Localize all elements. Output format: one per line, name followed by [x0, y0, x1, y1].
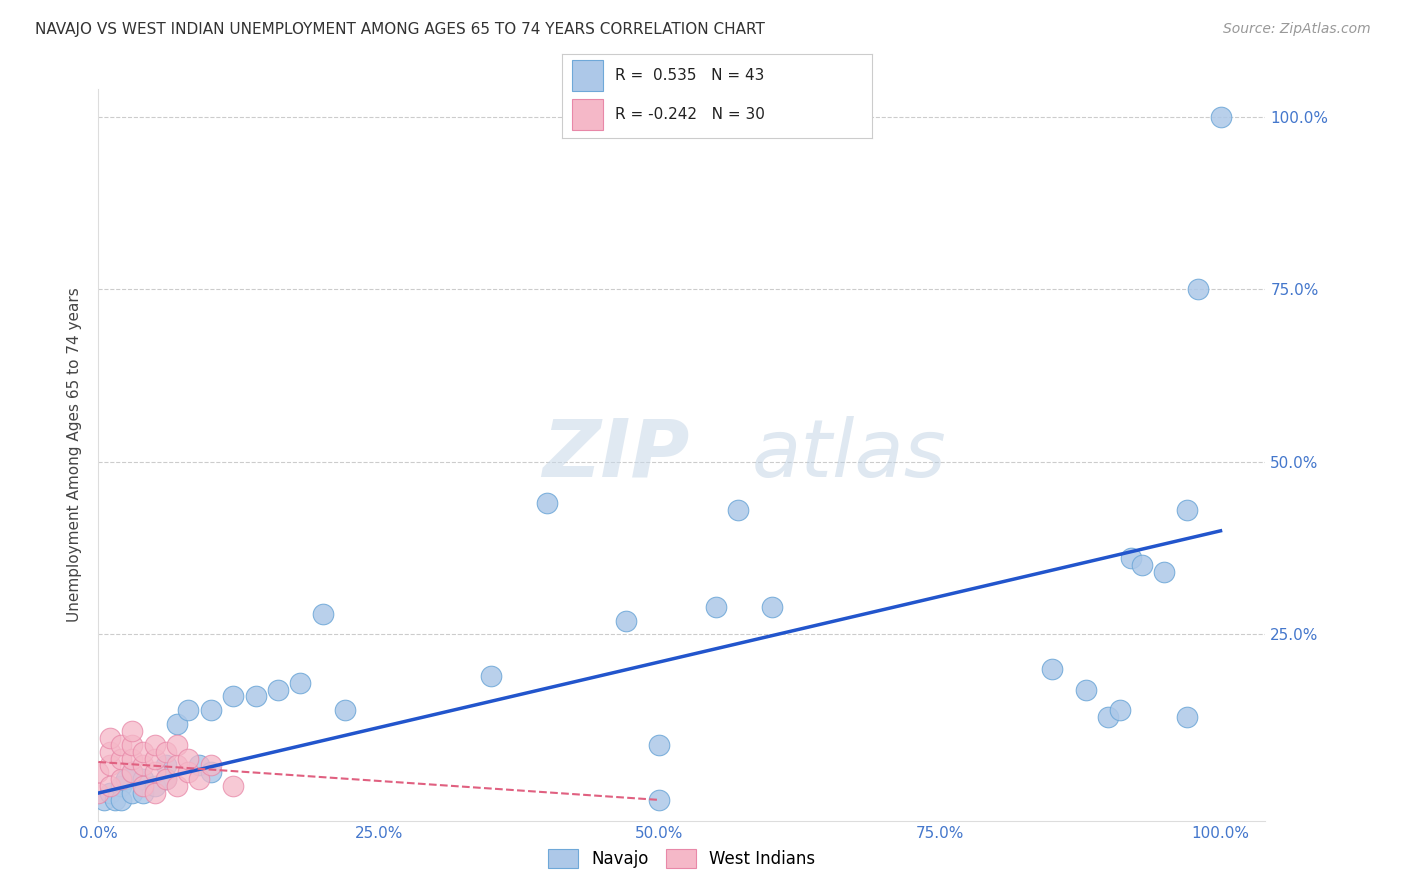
- Point: [98, 779, 121, 793]
- Point: [87, 765, 110, 780]
- Point: [143, 751, 166, 765]
- Point: [1175, 710, 1198, 724]
- Point: [267, 682, 290, 697]
- Point: [110, 738, 132, 752]
- Point: [536, 496, 558, 510]
- Point: [177, 751, 200, 765]
- Point: [245, 690, 267, 704]
- Point: [132, 779, 155, 793]
- Point: [312, 607, 335, 621]
- Point: [1130, 558, 1153, 573]
- Bar: [572, 99, 603, 130]
- Point: [121, 765, 143, 780]
- Text: R = -0.242   N = 30: R = -0.242 N = 30: [614, 107, 765, 122]
- Point: [110, 772, 132, 787]
- Text: ZIP: ZIP: [541, 416, 689, 494]
- Point: [132, 772, 155, 787]
- Point: [166, 717, 188, 731]
- Point: [155, 772, 177, 787]
- Legend: Navajo, West Indians: Navajo, West Indians: [541, 842, 823, 874]
- Point: [121, 751, 143, 765]
- Point: [110, 751, 132, 765]
- Point: [188, 772, 211, 787]
- Y-axis label: Unemployment Among Ages 65 to 74 years: Unemployment Among Ages 65 to 74 years: [67, 287, 83, 623]
- Point: [222, 690, 245, 704]
- Point: [1209, 110, 1232, 124]
- Point: [648, 738, 671, 752]
- Point: [121, 738, 143, 752]
- Point: [93, 793, 115, 807]
- Bar: [572, 61, 603, 91]
- Point: [166, 758, 188, 772]
- Point: [1187, 282, 1209, 296]
- Point: [115, 772, 138, 787]
- Point: [614, 614, 637, 628]
- Point: [121, 765, 143, 780]
- Point: [98, 745, 121, 759]
- Point: [98, 786, 121, 800]
- Point: [143, 765, 166, 780]
- Text: R =  0.535   N = 43: R = 0.535 N = 43: [614, 68, 765, 83]
- Point: [143, 779, 166, 793]
- Point: [132, 786, 155, 800]
- Point: [87, 786, 110, 800]
- Point: [727, 503, 749, 517]
- Point: [290, 675, 312, 690]
- Point: [155, 745, 177, 759]
- Point: [648, 793, 671, 807]
- Point: [110, 793, 132, 807]
- Point: [1119, 551, 1142, 566]
- Text: NAVAJO VS WEST INDIAN UNEMPLOYMENT AMONG AGES 65 TO 74 YEARS CORRELATION CHART: NAVAJO VS WEST INDIAN UNEMPLOYMENT AMONG…: [35, 22, 765, 37]
- Point: [704, 599, 727, 614]
- Point: [132, 745, 155, 759]
- Point: [222, 779, 245, 793]
- Point: [335, 703, 357, 717]
- Point: [1175, 503, 1198, 517]
- Point: [761, 599, 783, 614]
- Point: [98, 758, 121, 772]
- Point: [177, 703, 200, 717]
- Point: [98, 731, 121, 745]
- Point: [121, 723, 143, 738]
- Point: [479, 669, 502, 683]
- Point: [188, 758, 211, 772]
- Point: [110, 779, 132, 793]
- Point: [121, 786, 143, 800]
- Point: [200, 765, 222, 780]
- Point: [132, 758, 155, 772]
- Point: [1153, 566, 1175, 580]
- Point: [177, 765, 200, 780]
- Point: [200, 703, 222, 717]
- Point: [143, 786, 166, 800]
- Text: atlas: atlas: [752, 416, 946, 494]
- Point: [104, 793, 127, 807]
- Point: [1040, 662, 1063, 676]
- Point: [143, 738, 166, 752]
- Point: [166, 738, 188, 752]
- Point: [1074, 682, 1097, 697]
- Point: [200, 758, 222, 772]
- Point: [155, 758, 177, 772]
- Point: [155, 772, 177, 787]
- Point: [166, 779, 188, 793]
- Text: Source: ZipAtlas.com: Source: ZipAtlas.com: [1223, 22, 1371, 37]
- Point: [1108, 703, 1130, 717]
- Point: [1097, 710, 1119, 724]
